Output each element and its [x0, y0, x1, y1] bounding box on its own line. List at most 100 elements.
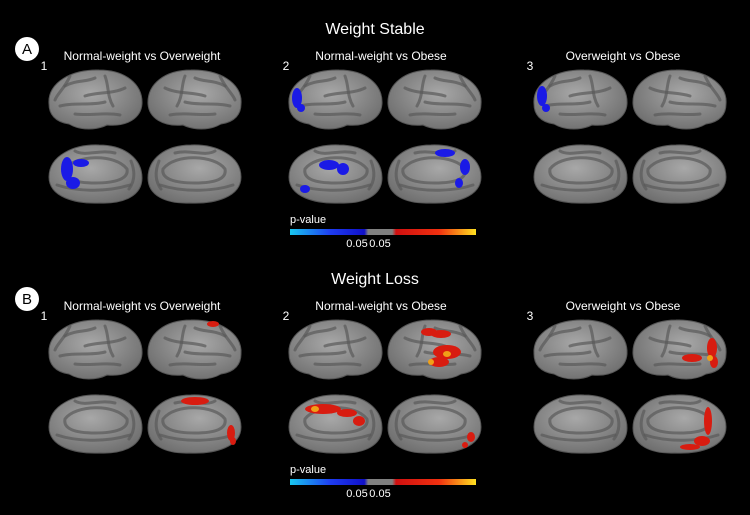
panel-number: 3 [527, 309, 534, 323]
activation-blob [311, 406, 319, 412]
sulcus [540, 183, 617, 192]
activation-blob [337, 409, 357, 417]
sulcus [643, 433, 720, 442]
activation-blob [73, 159, 89, 167]
sulcus [367, 409, 376, 441]
brain [632, 319, 727, 380]
activation-blob [428, 359, 434, 365]
sulcus [168, 112, 217, 117]
sulcus [103, 74, 115, 108]
badge: A [22, 41, 32, 58]
activation-blob [443, 351, 451, 357]
brain [632, 394, 727, 454]
sulcus [398, 183, 475, 192]
sulcus [646, 156, 712, 185]
sulcus [458, 74, 477, 102]
brain [387, 319, 482, 380]
sulcus [127, 159, 136, 191]
section-title: Weight Loss [331, 271, 419, 288]
sulcus [313, 362, 362, 367]
sulcus [63, 406, 129, 435]
activation-blob [455, 178, 463, 188]
activation-blob [694, 436, 710, 446]
sulcus [548, 76, 582, 88]
colorbar [290, 229, 476, 235]
activation-blob [460, 159, 470, 175]
section-title: Weight Stable [325, 21, 424, 38]
sulcus [543, 350, 592, 358]
sulcus [218, 324, 237, 352]
panel-label: Normal-weight vs Overweight [64, 299, 221, 313]
sulcus [323, 336, 367, 348]
brain [147, 394, 242, 454]
activation-blob [435, 149, 455, 157]
sulcus [558, 399, 602, 405]
colorbar-label: 0.05 [369, 488, 390, 500]
sulcus [558, 362, 607, 367]
colorbar-title: p-value [290, 214, 326, 226]
activation-blob [337, 163, 349, 175]
sulcus [660, 74, 672, 108]
sulcus [433, 76, 467, 88]
activation-blob [297, 104, 305, 112]
colorbar-label: 0.05 [346, 488, 367, 500]
activation-blob [537, 86, 547, 106]
brain [632, 69, 727, 130]
activation-blob [181, 397, 209, 405]
sulcus [183, 350, 232, 358]
sulcus [558, 112, 607, 117]
panel-number: 1 [41, 59, 48, 73]
brain [288, 394, 383, 454]
sulcus [154, 159, 163, 191]
sulcus [183, 100, 232, 108]
sulcus [73, 362, 122, 367]
sulcus [127, 409, 136, 441]
badge: B [22, 291, 32, 308]
panel-number: 1 [41, 309, 48, 323]
sulcus [73, 149, 117, 155]
activation-blob [300, 185, 310, 193]
brain [48, 69, 143, 130]
sulcus [401, 406, 467, 435]
panel-label: Overweight vs Obese [566, 299, 681, 313]
sulcus [639, 159, 648, 191]
sulcus [303, 326, 337, 338]
sulcus [343, 324, 355, 358]
activation-blob [467, 432, 475, 442]
sulcus [648, 86, 692, 98]
badge-circle [15, 37, 39, 61]
activation-blob [680, 444, 700, 450]
activation-blob [319, 160, 339, 170]
panel-label: Normal-weight vs Obese [315, 49, 447, 63]
activation-blob [682, 354, 702, 362]
sulcus [53, 324, 72, 352]
sulcus [161, 156, 227, 185]
sulcus [83, 86, 127, 98]
sulcus [63, 76, 97, 88]
sulcus [175, 324, 187, 358]
activation-blob [707, 338, 717, 358]
brain [533, 144, 628, 204]
sulcus [367, 159, 376, 191]
sulcus [646, 406, 712, 435]
sulcus [303, 156, 369, 185]
sulcus [293, 324, 312, 352]
activation-blob [66, 177, 80, 189]
colorbar [290, 479, 476, 485]
sulcus [313, 399, 357, 405]
colorbar-title: p-value [290, 464, 326, 476]
panel-number: 3 [527, 59, 534, 73]
sulcus [323, 86, 367, 98]
brain [288, 319, 383, 380]
sulcus [55, 433, 132, 442]
brain [147, 144, 242, 204]
sulcus [53, 74, 72, 102]
sulcus [163, 336, 207, 348]
sulcus [588, 74, 600, 108]
sulcus [678, 326, 712, 338]
brain [48, 394, 143, 454]
activation-blob [230, 437, 236, 445]
sulcus [653, 362, 702, 367]
activation-blob [707, 355, 713, 361]
sulcus [538, 324, 557, 352]
